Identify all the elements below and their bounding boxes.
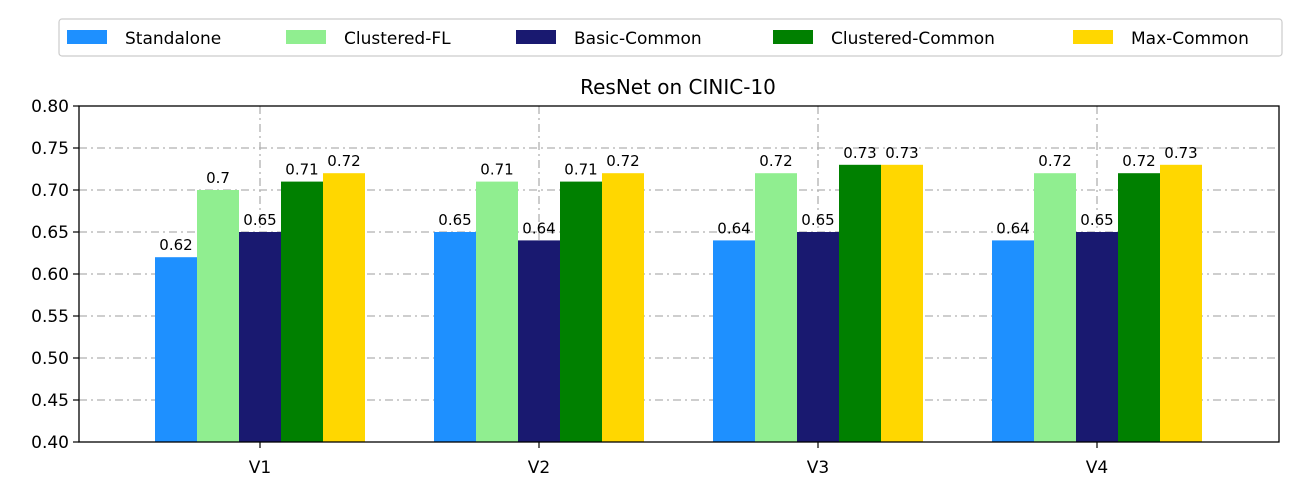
legend-label: Standalone <box>125 29 221 49</box>
x-tick-label: V1 <box>249 458 271 478</box>
x-tick-label: V2 <box>528 458 550 478</box>
bar <box>839 164 881 443</box>
bar <box>1076 232 1118 442</box>
x-tick-label: V3 <box>807 458 829 478</box>
y-tick-label: 0.65 <box>31 223 69 243</box>
bar <box>323 173 365 442</box>
bar <box>476 181 518 442</box>
data-labels: 0.62 0.65 0.64 0.64 0.7 0.71 0.72 0.72 0.65 0.64 0… <box>159 144 1197 254</box>
bar <box>755 173 797 442</box>
legend-label: Clustered-Common <box>831 29 995 49</box>
data-label: 0.73 <box>843 144 876 162</box>
bar <box>797 232 839 442</box>
bars <box>155 164 1202 443</box>
legend-swatch <box>1073 30 1113 44</box>
data-label: 0.73 <box>1164 144 1197 162</box>
data-label: 0.71 <box>285 161 318 179</box>
axes: 0.40 0.45 0.50 0.55 0.60 0.65 0.70 0.75 0.80 V1 V2… <box>31 97 1280 478</box>
data-label: 0.64 <box>996 219 1029 237</box>
data-label: 0.72 <box>759 152 792 170</box>
bar <box>602 173 644 442</box>
chart-title: ResNet on CINIC-10 <box>580 75 776 99</box>
data-label: 0.65 <box>438 211 471 229</box>
bar <box>155 257 197 442</box>
x-tick-label: V4 <box>1086 458 1108 478</box>
y-tick-label: 0.70 <box>31 181 69 201</box>
legend-swatch <box>516 30 556 44</box>
legend-swatch <box>773 30 813 44</box>
data-label: 0.71 <box>480 161 513 179</box>
bar <box>1160 164 1202 443</box>
bar <box>281 181 323 442</box>
data-label: 0.72 <box>1038 152 1071 170</box>
bar <box>1118 173 1160 442</box>
data-label: 0.71 <box>564 161 597 179</box>
data-label: 0.64 <box>522 219 555 237</box>
y-tick-label: 0.40 <box>31 433 69 453</box>
y-tick-label: 0.60 <box>31 265 69 285</box>
y-tick-label: 0.50 <box>31 349 69 369</box>
data-label: 0.62 <box>159 236 192 254</box>
bar <box>560 181 602 442</box>
legend-label: Basic-Common <box>574 29 702 49</box>
legend-swatch <box>286 30 326 44</box>
bar <box>518 240 560 442</box>
bar <box>713 240 755 442</box>
bar <box>239 232 281 442</box>
legend-label: Max-Common <box>1131 29 1249 49</box>
bar <box>434 232 476 442</box>
y-tick-label: 0.80 <box>31 97 69 117</box>
legend-swatch <box>67 30 107 44</box>
data-label: 0.65 <box>801 211 834 229</box>
y-tick-label: 0.75 <box>31 139 69 159</box>
data-label: 0.72 <box>1122 152 1155 170</box>
legend-label: Clustered-FL <box>344 29 451 49</box>
bar <box>1034 173 1076 442</box>
legend: Standalone Clustered-FL Basic-Common Cluste… <box>58 18 1283 57</box>
data-label: 0.65 <box>1080 211 1113 229</box>
legend-frame <box>58 18 1283 57</box>
data-label: 0.65 <box>243 211 276 229</box>
bar <box>197 190 239 442</box>
bar <box>992 240 1034 442</box>
data-label: 0.73 <box>885 144 918 162</box>
bar <box>881 164 923 443</box>
data-label: 0.7 <box>206 169 230 187</box>
y-tick-label: 0.45 <box>31 391 69 411</box>
y-tick-label: 0.55 <box>31 307 69 327</box>
data-label: 0.72 <box>327 152 360 170</box>
data-label: 0.72 <box>606 152 639 170</box>
data-label: 0.64 <box>717 219 750 237</box>
plot-frame <box>78 105 1280 443</box>
